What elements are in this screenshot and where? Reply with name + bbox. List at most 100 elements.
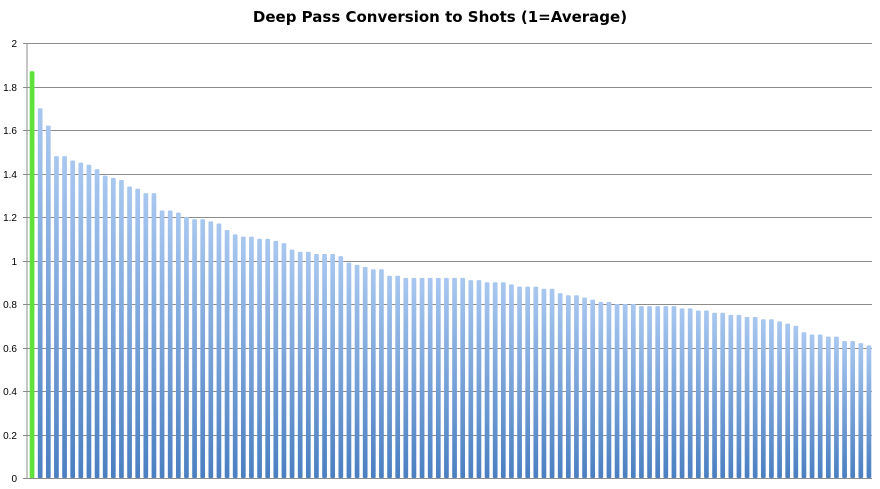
- y-tick-label: 1: [11, 257, 17, 268]
- bar: [630, 304, 636, 478]
- bar: [45, 125, 51, 479]
- bar-highlighted: [29, 71, 35, 479]
- bar: [102, 175, 108, 478]
- bar: [468, 280, 474, 478]
- bar: [834, 336, 839, 479]
- bar: [598, 301, 604, 478]
- bar: [655, 306, 661, 478]
- bar: [265, 238, 271, 478]
- bar: [305, 251, 311, 478]
- bar: [565, 295, 571, 478]
- bar: [110, 177, 116, 478]
- y-tick-label: 2: [11, 39, 17, 50]
- bar: [192, 219, 197, 478]
- bar: [330, 253, 336, 478]
- bar: [736, 314, 742, 479]
- bar: [549, 288, 555, 478]
- bar: [419, 277, 425, 478]
- bar: [760, 319, 766, 478]
- bar: [151, 193, 157, 478]
- bar: [460, 277, 466, 478]
- y-tick-label: 1.2: [3, 213, 17, 224]
- bar: [94, 169, 100, 478]
- bar: [614, 304, 620, 478]
- y-tick-label: 0: [11, 474, 17, 485]
- bar: [866, 345, 872, 478]
- bar: [858, 343, 864, 478]
- bar: [679, 308, 685, 478]
- bar: [297, 251, 303, 478]
- bar: [606, 301, 612, 478]
- bar: [135, 188, 141, 478]
- bar: [622, 304, 628, 478]
- bar: [663, 306, 669, 478]
- bar: [37, 108, 43, 478]
- bar: [687, 308, 693, 478]
- bar: [720, 312, 726, 478]
- bar: [500, 282, 506, 478]
- bar: [712, 312, 717, 478]
- bar: [574, 295, 579, 478]
- bar: [793, 325, 799, 478]
- bar: [809, 334, 815, 478]
- bar: [801, 332, 807, 478]
- bar: [752, 317, 758, 478]
- bar: [728, 314, 734, 479]
- bar: [70, 160, 76, 478]
- bar: [257, 238, 262, 478]
- bar: [777, 321, 782, 478]
- bar: [850, 340, 856, 478]
- bar: [54, 156, 59, 478]
- bar: [127, 186, 132, 479]
- bar: [346, 262, 352, 478]
- bar: [444, 277, 449, 478]
- bar: [695, 310, 701, 478]
- bar: [273, 240, 279, 478]
- y-tick-label: 1.4: [3, 170, 17, 181]
- bar: [517, 286, 522, 478]
- bar: [78, 162, 84, 479]
- chart-title: Deep Pass Conversion to Shots (1=Average…: [252, 8, 628, 26]
- bar: [289, 249, 295, 479]
- bar: [240, 236, 246, 478]
- bar: [541, 288, 547, 478]
- bar: [825, 336, 831, 479]
- y-tick-label: 0.2: [3, 431, 17, 442]
- bar: [200, 219, 206, 478]
- bar: [208, 221, 214, 478]
- bar: [281, 243, 287, 478]
- bar: [452, 277, 457, 478]
- bar: [184, 217, 189, 478]
- bar: [817, 334, 823, 478]
- bar: [370, 269, 376, 478]
- bar: [387, 275, 392, 478]
- bar: [314, 253, 319, 478]
- bar: [842, 340, 847, 478]
- bar: [509, 284, 514, 478]
- bar: [647, 306, 652, 478]
- bar: [525, 286, 531, 478]
- y-tick-label: 1.6: [3, 126, 17, 137]
- bar: [785, 323, 791, 478]
- bar: [411, 277, 417, 478]
- bar: [379, 269, 384, 478]
- bar: [427, 277, 433, 478]
- bar: [143, 193, 149, 478]
- bar: [354, 264, 360, 478]
- bar: [338, 256, 344, 478]
- bar: [249, 236, 254, 478]
- bar: [476, 280, 482, 478]
- bar: [403, 277, 409, 478]
- bar: [175, 212, 181, 478]
- bar: [159, 210, 165, 479]
- bar: [435, 277, 441, 478]
- bar: [492, 282, 498, 478]
- bar: [362, 267, 368, 478]
- bar: [533, 286, 539, 478]
- bar: [322, 253, 327, 478]
- bar: [224, 230, 230, 478]
- bar: [639, 306, 644, 478]
- bar: [557, 293, 563, 479]
